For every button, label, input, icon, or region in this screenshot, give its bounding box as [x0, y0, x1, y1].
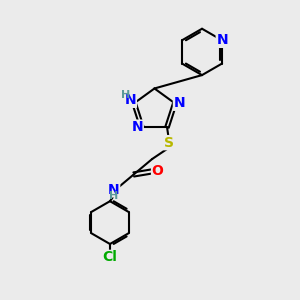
Text: S: S: [164, 136, 173, 150]
Text: Cl: Cl: [103, 250, 117, 264]
Text: H: H: [109, 191, 119, 201]
Text: O: O: [152, 164, 164, 178]
Text: N: N: [216, 33, 228, 47]
Text: N: N: [132, 120, 143, 134]
Text: N: N: [125, 93, 136, 107]
Text: N: N: [108, 183, 120, 197]
Text: N: N: [173, 96, 185, 110]
Text: H: H: [121, 90, 130, 100]
